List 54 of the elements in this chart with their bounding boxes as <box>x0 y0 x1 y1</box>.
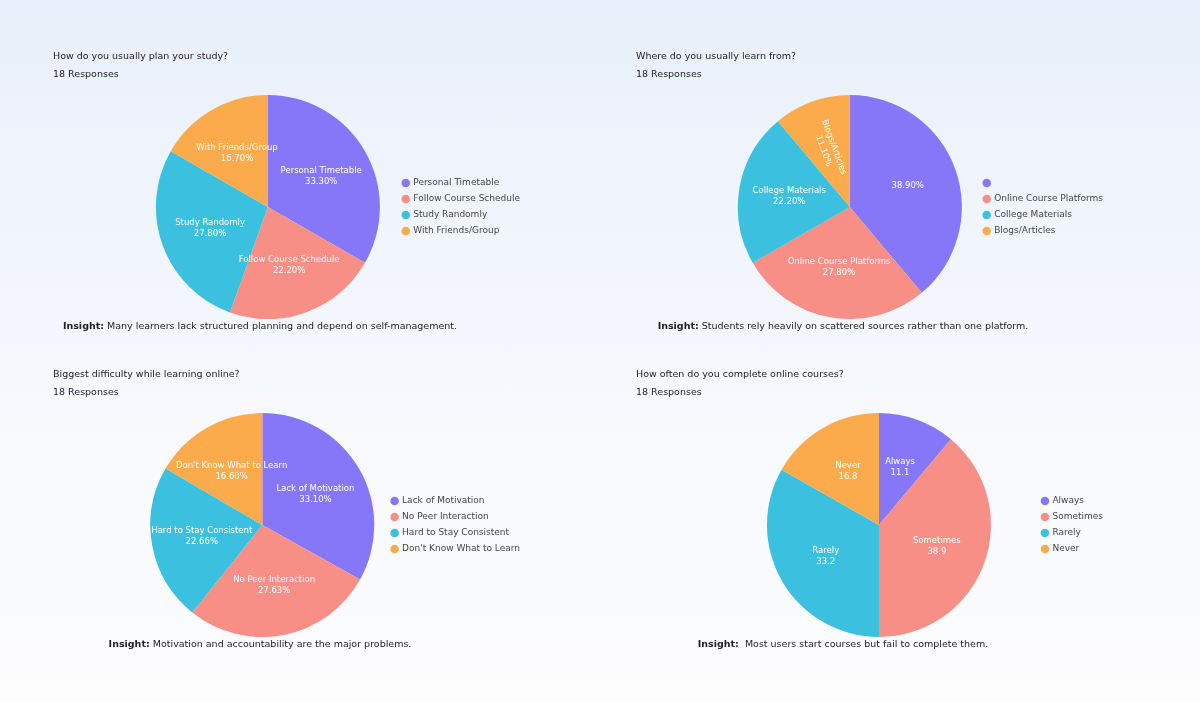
legend-label: Personal Timetable <box>413 177 500 188</box>
chart-title: How often do you complete online courses? <box>636 368 844 379</box>
data-label: 33.30% <box>304 175 338 186</box>
data-label: 38.90% <box>891 180 924 191</box>
data-label: 33.2 <box>816 555 836 566</box>
slice-label: Hard to Stay Consistent <box>151 524 253 535</box>
data-label: 22.20% <box>272 264 306 275</box>
legend-label: Don't Know What to Learn <box>402 543 521 554</box>
text: Insight: Motivation and accountability are the major problems. <box>107 638 413 649</box>
chart-title: How do you usually plan your study? <box>53 50 229 61</box>
data-label: 16.8 <box>838 471 858 482</box>
data-label: 22.66% <box>185 535 218 546</box>
legend-label: College Materials <box>994 209 1073 220</box>
text: Insight: Many learners lack structured planning and depend on self-management. <box>61 320 459 331</box>
data-label: 33.10% <box>299 493 332 504</box>
legend-label: Follow Course Schedule <box>413 193 521 204</box>
slice-label: Lack of Motivation <box>276 482 355 493</box>
data-label: 27.63% <box>257 585 291 596</box>
legend-label: Hard to Stay Consistent <box>402 527 510 538</box>
legend-label: No Peer Interaction <box>402 511 489 522</box>
legend-label: Never <box>1052 543 1080 554</box>
chart-title: Where do you usually learn from? <box>636 50 797 61</box>
text: Insight: Most users start courses but fail to complete them. <box>696 638 990 649</box>
slice-label: Always <box>885 455 916 466</box>
data-label: 27.80% <box>822 267 856 278</box>
slice-label: Rarely <box>812 544 840 555</box>
legend-label: Sometimes <box>1052 511 1104 522</box>
slice-label: Don't Know What to Learn <box>175 460 288 471</box>
data-label: 16.70% <box>220 153 254 164</box>
slice-label: Study Randomly <box>175 216 245 227</box>
data-label: 16.60% <box>215 471 248 482</box>
chart-subtitle: 18 Responses <box>636 68 702 79</box>
chart-subtitle: 18 Responses <box>53 386 119 397</box>
legend-label: Blogs/Articles <box>994 225 1056 236</box>
data-label: 11.1 <box>890 466 910 477</box>
text: 18 Responses <box>636 386 702 397</box>
chart-title: Biggest difficulty while learning online? <box>53 368 240 379</box>
legend-label: Rarely <box>1052 527 1082 538</box>
slice-label: Personal Timetable <box>280 164 362 175</box>
data-label: 27.80% <box>193 227 227 238</box>
data-label: 22.20% <box>772 195 806 206</box>
legend-label: Online Course Platforms <box>994 193 1104 204</box>
text: Insight: Students rely heavily on scattered sources rather than one platform. <box>656 320 1030 331</box>
legend-label: Lack of Motivation <box>402 495 485 506</box>
slice-label: Never <box>835 460 862 471</box>
legend-label: Study Randomly <box>413 209 488 220</box>
data-label: 38.9 <box>927 545 947 556</box>
legend-label: Always <box>1052 495 1085 506</box>
legend-label: With Friends/Group <box>413 225 500 236</box>
slice-label: College Materials <box>752 184 827 195</box>
chart-subtitle: 18 Responses <box>53 68 119 79</box>
slice-label: Online Course Platforms <box>787 256 892 267</box>
slice-label: No Peer Interaction <box>233 574 316 585</box>
slice-label: Sometimes <box>912 534 962 545</box>
